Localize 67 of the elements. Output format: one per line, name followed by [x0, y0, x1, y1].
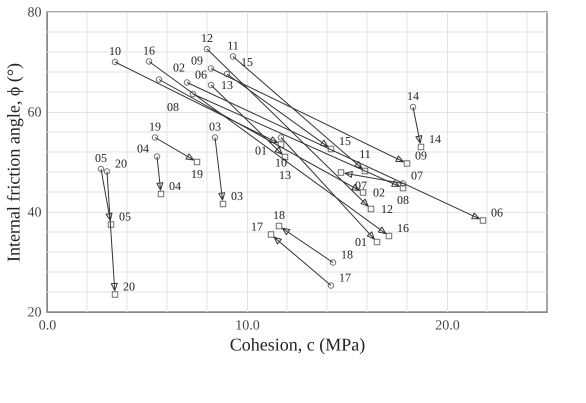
point	[108, 221, 114, 228]
annotation: 15	[241, 55, 253, 69]
point	[268, 231, 274, 238]
annotation: 06	[195, 68, 207, 82]
point	[278, 141, 284, 148]
y-tick-label: 40	[28, 206, 42, 220]
annotation: 04	[169, 179, 181, 193]
annotation: 07	[355, 178, 367, 192]
annotation: 10	[109, 44, 121, 58]
annotation: 07	[411, 168, 423, 182]
annotation: 10	[275, 156, 287, 170]
y-axis-title: Internal friction angle, ϕ (°)	[4, 62, 24, 262]
annotation: 12	[381, 202, 393, 216]
annotation: 05	[95, 151, 107, 165]
annotation: 08	[397, 193, 409, 207]
annotation: 20	[115, 156, 127, 170]
annotation: 13	[279, 168, 291, 182]
annotation: 11	[227, 38, 239, 52]
annotation: 12	[201, 31, 213, 45]
point	[276, 222, 282, 230]
annotation: 03	[231, 189, 243, 203]
y-tick-label: 80	[28, 6, 42, 20]
y-tick-label: 20	[28, 306, 42, 320]
point	[194, 158, 200, 166]
annotation: 02	[373, 186, 385, 200]
point	[338, 169, 344, 176]
annotation: 18	[341, 248, 353, 262]
annotation: 16	[397, 221, 409, 235]
point	[328, 146, 334, 152]
point	[158, 190, 164, 198]
annotation: 16	[143, 44, 155, 58]
x-tick-label: 20.0	[435, 318, 460, 334]
annotation: 20	[123, 280, 135, 294]
annotation: 09	[415, 148, 427, 162]
x-tick-label: 10.0	[235, 318, 260, 334]
point	[480, 217, 486, 224]
annotation: 19	[191, 167, 203, 181]
annotation: 01	[255, 144, 267, 158]
annotation: 09	[191, 54, 203, 68]
annotation: 03	[209, 120, 221, 134]
annotation: 13	[221, 78, 233, 92]
annotation: 14	[407, 89, 419, 103]
annotation: 08	[167, 100, 179, 114]
point	[400, 184, 406, 192]
x-axis-title: Cohesion, c (MPa)	[230, 334, 366, 354]
annotation: 18	[273, 208, 285, 222]
point	[368, 206, 374, 212]
point	[112, 291, 118, 298]
annotation: 05	[119, 210, 131, 224]
y-tick-label: 60	[28, 106, 42, 120]
annotation: 06	[491, 206, 503, 220]
annotation: 15	[339, 134, 351, 148]
point	[362, 168, 368, 174]
point	[220, 200, 226, 208]
annotation: 02	[173, 60, 185, 74]
point	[418, 144, 424, 150]
annotation: 04	[137, 142, 149, 156]
annotation: 01	[355, 235, 367, 249]
annotation: 17	[251, 220, 263, 234]
annotation: 11	[359, 147, 371, 161]
annotation: 17	[339, 270, 351, 284]
point	[386, 232, 392, 240]
annotation: 14	[429, 132, 441, 146]
point	[374, 238, 380, 246]
point	[404, 160, 410, 167]
x-tick-label: 0.0	[38, 318, 56, 334]
annotation: 19	[149, 120, 161, 134]
